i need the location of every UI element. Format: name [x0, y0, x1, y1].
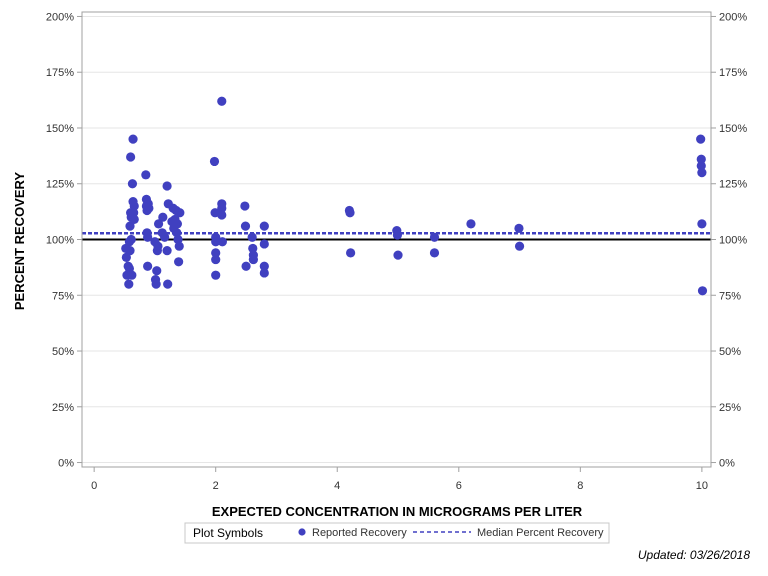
legend: Plot Symbols Reported Recovery Median Pe…	[184, 522, 610, 544]
data-point-reported-recovery	[153, 241, 163, 251]
x-axis-title: EXPECTED CONCENTRATION IN MICROGRAMS PER…	[212, 504, 583, 519]
data-point-reported-recovery	[152, 266, 162, 276]
data-point-reported-recovery	[141, 170, 151, 180]
data-point-reported-recovery	[158, 212, 168, 222]
y-tick-label-right: 100%	[719, 235, 747, 247]
y-tick-label-right: 0%	[719, 458, 735, 470]
legend-label-reported-recovery: Reported Recovery	[312, 527, 407, 539]
y-tick-label-right: 50%	[719, 346, 741, 358]
legend-title: Plot Symbols	[193, 526, 263, 540]
data-point-reported-recovery	[129, 214, 139, 225]
data-point-reported-recovery	[466, 219, 476, 229]
x-tick-label: 10	[696, 480, 708, 492]
data-point-reported-recovery	[162, 246, 172, 256]
data-point-reported-recovery	[125, 221, 135, 231]
legend-symbol-reported-recovery	[298, 528, 306, 536]
x-tick-label: 6	[456, 480, 462, 492]
data-point-reported-recovery	[175, 208, 185, 218]
data-point-reported-recovery	[346, 248, 356, 258]
data-point-reported-recovery	[153, 219, 164, 229]
axes: 0% 0% 25% 25% 50% 50% 75% 75% 100% 100% 125% 125% 15…	[46, 11, 747, 492]
data-point-reported-recovery	[429, 248, 440, 258]
data-point-reported-recovery	[128, 134, 138, 144]
data-point-reported-recovery	[126, 234, 136, 245]
data-point-reported-recovery	[696, 161, 706, 171]
data-point-reported-recovery	[127, 270, 137, 280]
data-point-reported-recovery	[696, 134, 706, 144]
x-tick-label: 8	[577, 480, 583, 492]
data-point-reported-recovery	[127, 179, 138, 189]
data-point-reported-recovery	[259, 268, 269, 278]
data-point-reported-recovery	[217, 203, 227, 213]
y-tick-label-right: 125%	[719, 179, 747, 191]
y-tick-label-left: 50%	[52, 346, 74, 358]
data-point-reported-recovery	[217, 237, 227, 247]
data-point-reported-recovery	[697, 286, 708, 296]
data-point-reported-recovery	[211, 237, 221, 247]
data-point-reported-recovery	[209, 156, 220, 167]
data-point-reported-recovery	[248, 243, 258, 254]
data-point-reported-recovery	[172, 219, 183, 229]
x-tick-label: 4	[334, 480, 340, 492]
y-tick-label-right: 25%	[719, 402, 741, 414]
data-point-reported-recovery	[241, 261, 251, 271]
y-tick-label-left: 25%	[52, 402, 74, 414]
updated-timestamp: Updated: 03/26/2018	[637, 548, 750, 562]
data-point-reported-recovery	[392, 230, 403, 240]
data-point-reported-recovery	[696, 154, 706, 164]
y-axis-title: PERCENT RECOVERY	[12, 172, 27, 311]
y-tick-label-left: 175%	[46, 67, 74, 79]
data-point-reported-recovery	[217, 210, 227, 220]
data-point-reported-recovery	[217, 96, 227, 106]
x-tick-label: 0	[91, 480, 97, 492]
y-tick-label-right: 175%	[719, 67, 747, 79]
data-point-reported-recovery	[125, 246, 135, 256]
x-tick-label: 2	[213, 480, 219, 492]
y-tick-label-right: 150%	[719, 123, 747, 135]
data-point-reported-recovery	[162, 181, 172, 191]
data-point-reported-recovery	[393, 250, 403, 260]
data-point-reported-recovery	[174, 257, 184, 267]
y-tick-label-left: 100%	[46, 235, 74, 247]
data-point-reported-recovery	[211, 270, 221, 280]
y-tick-label-right: 75%	[719, 290, 741, 302]
data-point-reported-recovery	[514, 241, 525, 251]
data-point-reported-recovery	[124, 279, 134, 289]
y-tick-label-left: 150%	[46, 123, 74, 135]
data-point-reported-recovery	[211, 248, 221, 258]
data-point-reported-recovery	[259, 261, 269, 271]
data-point-reported-recovery	[240, 221, 251, 231]
data-point-reported-recovery	[345, 208, 355, 218]
data-point-reported-recovery	[143, 261, 153, 271]
data-point-reported-recovery	[174, 241, 184, 251]
data-point-reported-recovery	[247, 232, 257, 242]
y-tick-label-left: 75%	[52, 290, 74, 302]
data-point-reported-recovery	[259, 239, 269, 249]
legend-box	[184, 522, 610, 544]
y-tick-label-right: 200%	[719, 11, 747, 23]
data-point-reported-recovery	[143, 232, 153, 242]
data-point-reported-recovery	[429, 232, 440, 242]
data-point-reported-recovery	[514, 223, 524, 233]
data-point-reported-recovery	[248, 254, 258, 265]
y-tick-label-left: 200%	[46, 11, 74, 23]
data-point-reported-recovery	[240, 201, 250, 211]
data-point-reported-recovery	[697, 167, 707, 178]
legend-label-median-percent-recovery: Median Percent Recovery	[477, 527, 604, 539]
data-point-reported-recovery	[129, 201, 139, 211]
y-tick-label-left: 0%	[58, 458, 74, 470]
data-point-reported-recovery	[129, 208, 139, 218]
data-points	[121, 96, 708, 296]
data-point-reported-recovery	[126, 152, 136, 162]
data-point-reported-recovery	[163, 279, 173, 289]
data-point-reported-recovery	[144, 203, 154, 213]
data-point-reported-recovery	[160, 232, 170, 242]
data-point-reported-recovery	[211, 254, 221, 265]
data-point-reported-recovery	[697, 219, 707, 229]
data-point-reported-recovery	[259, 221, 269, 231]
y-tick-label-left: 125%	[46, 179, 74, 191]
data-point-reported-recovery	[151, 279, 161, 289]
